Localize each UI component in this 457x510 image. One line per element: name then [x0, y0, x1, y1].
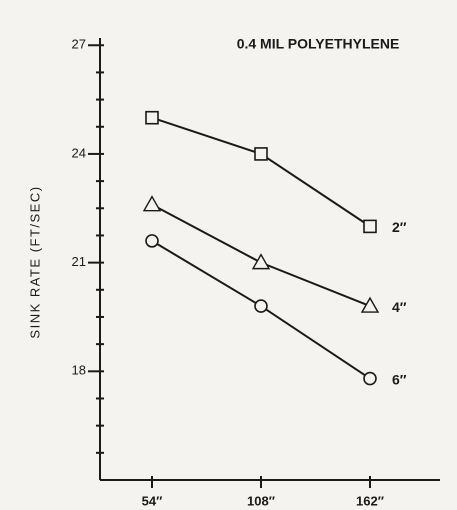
marker	[254, 147, 268, 161]
series-line	[151, 116, 371, 228]
series-label: 2″	[392, 219, 407, 235]
y-tick-label: 24	[72, 145, 86, 160]
y-tick-label: 18	[72, 363, 86, 378]
marker	[360, 296, 380, 313]
x-tick-label: 54″	[142, 493, 163, 508]
marker	[145, 234, 159, 248]
marker	[363, 219, 377, 234]
series-label: 6″	[392, 371, 407, 387]
marker	[254, 299, 268, 313]
x-tick-label: 162″	[356, 493, 384, 508]
marker	[251, 253, 271, 270]
chart-title: 0.4 MIL POLYETHYLENE	[237, 36, 400, 52]
marker	[363, 371, 377, 386]
y-tick-label: 21	[72, 254, 86, 269]
marker	[145, 110, 159, 125]
y-axis-label: SINK RATE (FT/SEC)	[27, 185, 42, 338]
x-tick-label: 108″	[247, 493, 275, 508]
marker	[142, 195, 162, 212]
y-tick-label: 27	[72, 37, 86, 52]
series-label: 4″	[392, 299, 407, 315]
